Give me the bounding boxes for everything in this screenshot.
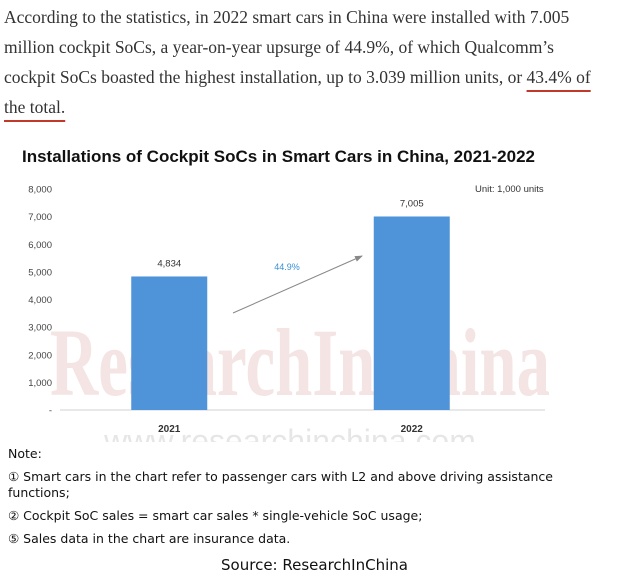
y-tick-label: 8,000 (28, 185, 52, 196)
highlight-share: 43.4% of (526, 67, 591, 87)
paragraph-line-2: million cockpit SoCs, a year-on-year ups… (4, 37, 554, 57)
notes: Note: ① Smart cars in the chart refer to… (8, 446, 608, 554)
bars: 4,834 2021 7,005 2022 (131, 198, 450, 435)
note-item-1: ① Smart cars in the chart refer to passe… (8, 469, 553, 500)
source-label: Source: ResearchInChina (221, 556, 408, 574)
paragraph-line-3-text: cockpit SoCs boasted the highest install… (4, 67, 527, 87)
y-tick-label: 3,000 (28, 323, 52, 334)
x-tick-label-2021: 2021 (158, 424, 181, 435)
bar-value-label-2022: 7,005 (400, 198, 424, 209)
watermark-brand: ResearchInChina (50, 309, 550, 416)
note-item-2: ② Cockpit SoC sales = smart car sales * … (8, 508, 423, 523)
paragraph-line-1: According to the statistics, in 2022 sma… (4, 7, 570, 27)
y-tick-label: 6,000 (28, 240, 52, 251)
paragraph-line-3: cockpit SoCs boasted the highest install… (4, 62, 624, 92)
note-item-3: ⑤ Sales data in the chart are insurance … (8, 531, 291, 546)
intro-paragraph: According to the statistics, in 2022 sma… (4, 2, 624, 122)
y-tick-label: 7,000 (28, 212, 52, 223)
y-tick-label: 4,000 (28, 295, 52, 306)
highlight-total: the total. (4, 97, 66, 117)
growth-label: 44.9% (274, 262, 300, 272)
chart-title: Installations of Cockpit SoCs in Smart C… (22, 147, 535, 166)
y-tick-label: 5,000 (28, 267, 52, 278)
y-axis: 8,000 7,000 6,000 5,000 4,000 3,000 2,000 1,000… (28, 185, 52, 417)
bar-value-label-2021: 4,834 (157, 258, 181, 269)
y-tick-label: 1,000 (28, 378, 52, 389)
notes-title: Note: (8, 446, 42, 461)
bar-2021 (131, 276, 208, 410)
unit-label: Unit: 1,000 units (475, 184, 544, 195)
y-tick-label: - (49, 406, 52, 417)
growth-arrow (232, 255, 363, 314)
bar-2022 (373, 216, 450, 410)
paragraph-line-4: the total. (4, 92, 624, 122)
watermark-url: www.researchinchina.com (103, 423, 476, 442)
y-tick-label: 2,000 (28, 350, 52, 361)
bar-chart: ResearchInChina www.researchinchina.com … (28, 184, 550, 442)
x-tick-label-2022: 2022 (401, 424, 424, 435)
